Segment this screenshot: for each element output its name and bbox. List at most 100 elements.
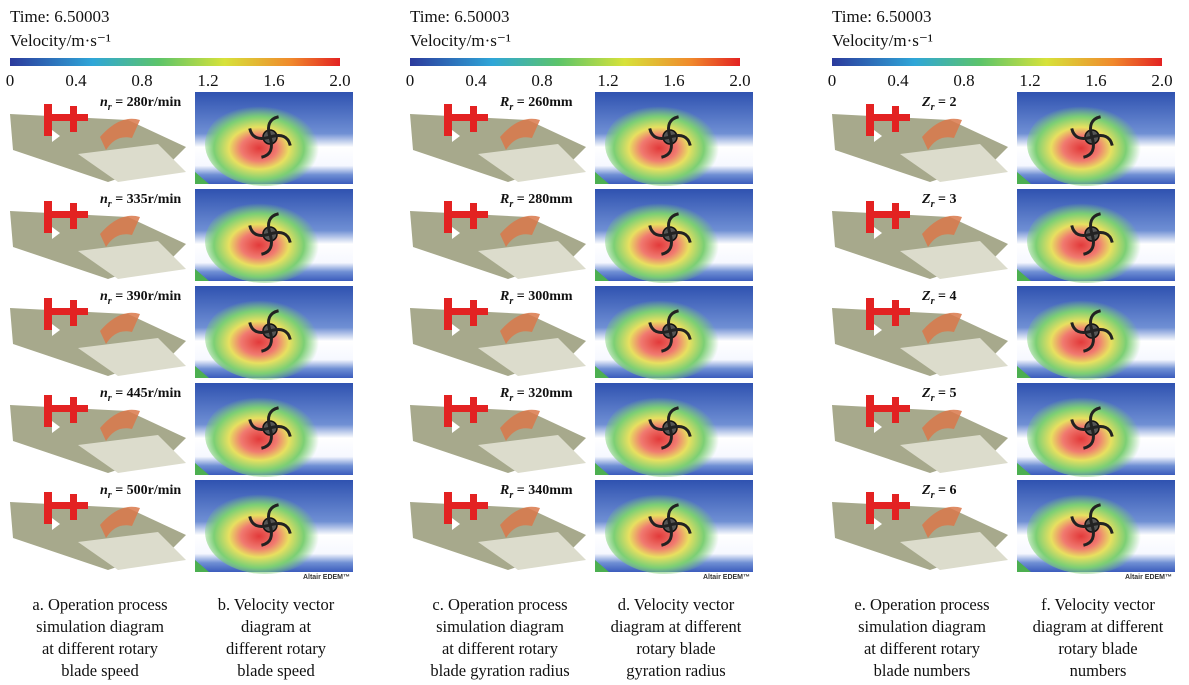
caption-line: blade speed xyxy=(237,661,315,680)
caption-line: e. Operation process xyxy=(854,595,989,614)
velocity-blob xyxy=(1027,490,1147,574)
symbol: n xyxy=(100,95,108,110)
caption-line: at different rotary xyxy=(864,639,981,658)
velocity-blob xyxy=(605,102,725,186)
velocity-blob xyxy=(205,102,325,186)
symbol: Z xyxy=(921,386,931,401)
frame xyxy=(470,397,477,423)
caption-line: rotary blade xyxy=(1058,639,1137,658)
frame xyxy=(70,106,77,132)
colorbar-tick-label: 0 xyxy=(406,71,415,90)
colorbar xyxy=(832,58,1162,66)
colorbar-title: Velocity/m·s⁻¹ xyxy=(10,31,111,50)
frame xyxy=(44,405,88,412)
value: = 335r/min xyxy=(112,192,182,207)
symbol: R xyxy=(499,95,509,110)
value: = 4 xyxy=(934,289,956,304)
frame xyxy=(44,502,88,509)
caption-line: blade gyration radius xyxy=(430,661,569,680)
caption-line: diagram at xyxy=(241,617,312,636)
colorbar-tick-label: 1.2 xyxy=(597,71,618,90)
frame xyxy=(892,300,899,326)
value: = 280r/min xyxy=(112,95,182,110)
colorbar xyxy=(410,58,740,66)
colorbar-tick-label: 2.0 xyxy=(729,71,750,90)
caption-line: rotary blade xyxy=(636,639,715,658)
colorbar-title: Velocity/m·s⁻¹ xyxy=(410,31,511,50)
caption-line: blade numbers xyxy=(874,661,971,680)
symbol: n xyxy=(100,483,108,498)
symbol: R xyxy=(499,483,509,498)
frame xyxy=(444,405,488,412)
frame xyxy=(44,308,88,315)
value: = 2 xyxy=(934,95,956,110)
symbol: R xyxy=(499,289,509,304)
frame xyxy=(70,203,77,229)
watermark: Altair EDEM™ xyxy=(703,574,750,581)
caption-line: diagram at different xyxy=(611,617,742,636)
colorbar-tick-label: 0.4 xyxy=(887,71,909,90)
caption-line: diagram at different xyxy=(1033,617,1164,636)
symbol: n xyxy=(100,192,108,207)
value: = 260mm xyxy=(513,95,573,110)
colorbar-tick-label: 1.2 xyxy=(1019,71,1040,90)
velocity-blob xyxy=(205,296,325,380)
figure: Time: 6.50003 Velocity/m·s⁻¹ 0 0.4 0.8 1.2 1.6… xyxy=(0,0,1189,685)
value: = 445r/min xyxy=(112,386,182,401)
panel: Time: 6.50003Velocity/m·s⁻¹00.40.81.21.6… xyxy=(6,7,353,680)
value: = 500r/min xyxy=(112,483,182,498)
symbol: Z xyxy=(921,95,931,110)
frame xyxy=(892,397,899,423)
watermark: Altair EDEM™ xyxy=(1125,574,1172,581)
caption-line: simulation diagram xyxy=(36,617,164,636)
value: = 300mm xyxy=(513,289,573,304)
frame xyxy=(44,114,88,121)
frame xyxy=(866,502,910,509)
time-label: Time: 6.50003 xyxy=(832,7,932,26)
colorbar-tick-label: 1.6 xyxy=(1085,71,1106,90)
frame xyxy=(44,211,88,218)
caption-line: different rotary xyxy=(226,639,327,658)
caption-line: d. Velocity vector xyxy=(618,595,735,614)
symbol: R xyxy=(499,192,509,207)
frame xyxy=(70,397,77,423)
velocity-blob xyxy=(605,296,725,380)
colorbar-tick-label: 0 xyxy=(828,71,837,90)
frame xyxy=(866,308,910,315)
frame xyxy=(70,494,77,520)
frame xyxy=(892,494,899,520)
frame xyxy=(470,300,477,326)
velocity-blob xyxy=(1027,393,1147,477)
value: = 6 xyxy=(934,483,956,498)
value: = 340mm xyxy=(513,483,573,498)
value: = 320mm xyxy=(513,386,573,401)
frame xyxy=(444,308,488,315)
colorbar-tick-label: 0 xyxy=(6,71,15,90)
symbol: n xyxy=(100,386,108,401)
frame xyxy=(470,203,477,229)
colorbar-tick-label: 1.6 xyxy=(663,71,684,90)
frame xyxy=(470,106,477,132)
watermark: Altair EDEM™ xyxy=(303,574,350,581)
velocity-blob xyxy=(605,490,725,574)
caption-line: f. Velocity vector xyxy=(1041,595,1155,614)
caption-line: a. Operation process xyxy=(32,595,167,614)
frame xyxy=(444,211,488,218)
caption-line: gyration radius xyxy=(626,661,725,680)
caption-line: blade speed xyxy=(61,661,139,680)
time-label: Time: 6.50003 xyxy=(10,7,110,26)
velocity-blob xyxy=(205,490,325,574)
velocity-blob xyxy=(1027,296,1147,380)
caption-line: b. Velocity vector xyxy=(218,595,335,614)
symbol: n xyxy=(100,289,108,304)
colorbar-tick-label: 0.8 xyxy=(531,71,552,90)
velocity-blob xyxy=(205,199,325,283)
frame xyxy=(892,106,899,132)
colorbar-tick-label: 1.6 xyxy=(263,71,284,90)
colorbar xyxy=(10,58,340,66)
frame xyxy=(444,114,488,121)
caption-line: c. Operation process xyxy=(432,595,567,614)
time-label: Time: 6.50003 xyxy=(410,7,510,26)
symbol: Z xyxy=(921,192,931,207)
